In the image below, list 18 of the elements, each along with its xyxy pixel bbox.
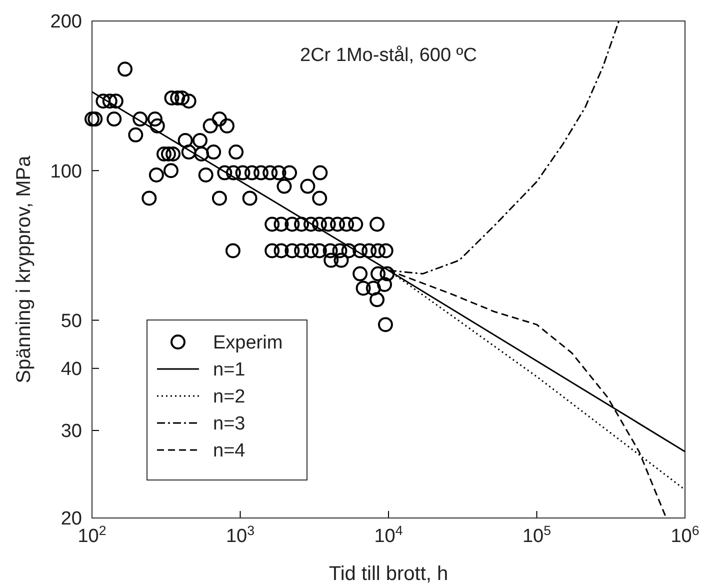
legend-label: n=1 — [213, 360, 246, 381]
text: 2Cr 1Mo-stål, 600 ºC — [300, 45, 477, 66]
y-tick-label: 100 — [50, 161, 82, 182]
x-tick-label: 10$^{5}$ — [522, 522, 552, 547]
x-tick-label: 10$^{4}$ — [374, 522, 403, 547]
y-tick-label: 50 — [60, 310, 82, 332]
x-axis-title: Tid till brott, h — [328, 563, 448, 585]
y-tick-label: 30 — [60, 421, 82, 442]
x-tick-label: 10$^{6}$ — [670, 522, 700, 547]
legend-label: n=2 — [213, 386, 246, 408]
legend-label: n=4 — [213, 440, 246, 462]
y-tick-label: 200 — [50, 12, 82, 33]
legend-label: n=3 — [213, 414, 246, 435]
x-tick-label: 10$^{3}$ — [226, 522, 255, 547]
legend-label: Experim — [213, 332, 283, 354]
y-tick-label: 40 — [60, 359, 82, 380]
y-axis-title: Spänning i krypprov, MPa — [13, 154, 35, 384]
y-tick-label: 20 — [60, 508, 82, 530]
